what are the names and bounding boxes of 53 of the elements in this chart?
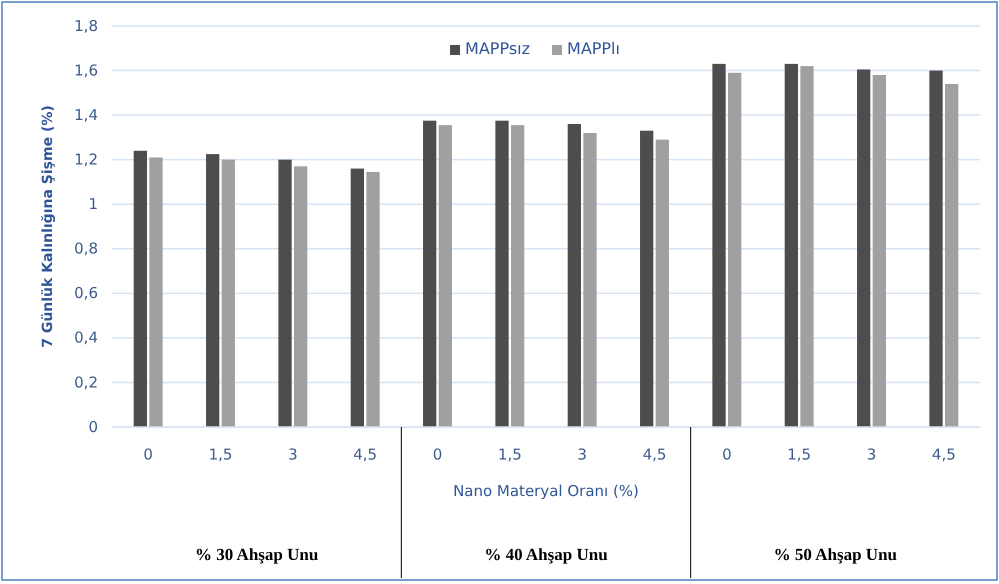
x-tick-label: 0 bbox=[143, 446, 153, 464]
bar bbox=[568, 124, 581, 427]
bar bbox=[728, 72, 742, 427]
y-tick-label: 0 bbox=[88, 418, 98, 436]
x-tick-label: 3 bbox=[577, 446, 587, 464]
y-tick-label: 1,6 bbox=[74, 61, 98, 80]
bar bbox=[929, 70, 943, 427]
y-tick-label: 0,8 bbox=[74, 240, 98, 258]
x-tick-label: 3 bbox=[288, 446, 298, 464]
y-tick-label: 1,8 bbox=[74, 16, 98, 35]
x-tick-label: 1,5 bbox=[498, 446, 522, 464]
bar bbox=[872, 75, 886, 427]
x-tick-label: 0 bbox=[432, 446, 442, 464]
bar bbox=[149, 157, 163, 427]
bar bbox=[945, 84, 958, 427]
bar bbox=[278, 160, 292, 427]
y-tick-label: 0,6 bbox=[74, 284, 98, 302]
y-tick-label: 0,2 bbox=[74, 373, 98, 392]
text: % 50 Ahşap Unu bbox=[774, 545, 897, 564]
text: % 30 Ahşap Unu bbox=[195, 545, 318, 564]
bar bbox=[438, 125, 452, 427]
bar bbox=[511, 125, 524, 427]
bar bbox=[350, 168, 364, 427]
bar bbox=[712, 64, 726, 427]
legend-label: MAPPsız bbox=[465, 39, 530, 58]
bar bbox=[784, 64, 798, 427]
text: % 40 Ahşap Unu bbox=[484, 545, 608, 564]
y-tick-label: 1,2 bbox=[74, 150, 98, 168]
bar bbox=[800, 66, 814, 427]
x-tick-label: 4,5 bbox=[353, 446, 378, 464]
x-tick-label: 1,5 bbox=[787, 446, 812, 464]
bar bbox=[583, 132, 597, 427]
bar bbox=[206, 154, 220, 427]
y-tick-label: 0,4 bbox=[74, 328, 98, 347]
y-tick-label: 1,4 bbox=[74, 106, 98, 124]
bar bbox=[495, 120, 509, 427]
x-tick-label: 3 bbox=[866, 446, 876, 464]
x-tick-label: 0 bbox=[722, 446, 732, 464]
x-axis-title: Nano Materyal Oranı (%) bbox=[453, 482, 639, 500]
bar bbox=[366, 172, 380, 427]
bar bbox=[294, 166, 308, 427]
bar bbox=[134, 150, 147, 427]
bar bbox=[423, 120, 436, 427]
y-tick-label: 1 bbox=[88, 195, 98, 214]
bar bbox=[222, 160, 235, 427]
bar bbox=[857, 69, 870, 427]
x-tick-label: 4,5 bbox=[932, 446, 956, 464]
x-tick-label: 1,5 bbox=[208, 446, 232, 464]
bar bbox=[656, 140, 669, 427]
legend-label: MAPPlı bbox=[567, 39, 620, 58]
bar bbox=[640, 130, 654, 427]
x-tick-label: 4,5 bbox=[642, 446, 666, 464]
y-axis-title: 7 Günlük Kalınlığına Şişme (%) bbox=[40, 105, 56, 348]
